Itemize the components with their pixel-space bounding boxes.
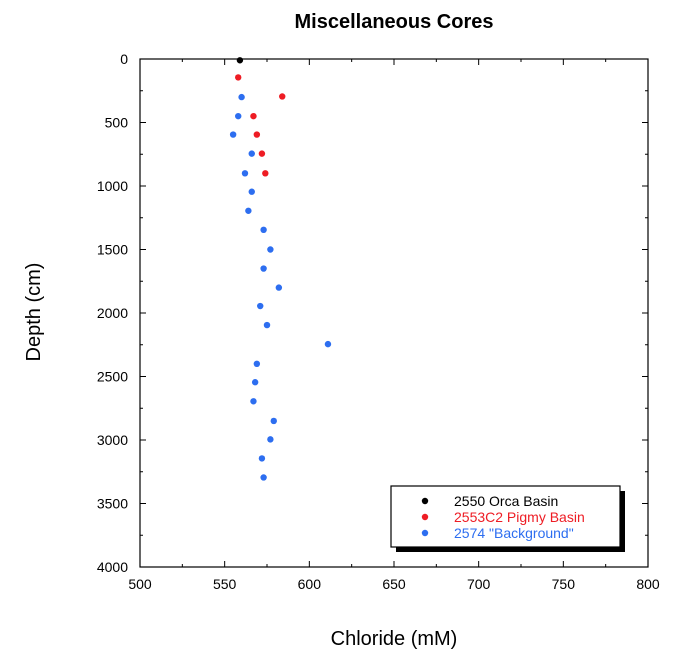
x-axis-label: Chloride (mM): [331, 628, 458, 650]
data-point-series-2: [257, 302, 264, 310]
data-point-series-1: [262, 170, 269, 177]
y-tick-label: 1500: [97, 242, 128, 258]
y-axis-label: Depth (cm): [23, 263, 45, 362]
x-tick-label: 750: [552, 576, 576, 592]
data-point-series-2: [258, 455, 266, 462]
x-tick-label: 550: [213, 576, 237, 592]
legend-box: [390, 485, 621, 548]
x-tick-label: 500: [128, 576, 152, 592]
data-point-series-2: [238, 93, 245, 101]
data-point-series-1: [279, 93, 286, 100]
axis-tick-labels: 500 550 600 650 700 750 800 0 500 1000 1500 2000 250…: [97, 51, 660, 592]
data-point-series-2: [251, 379, 259, 386]
y-tick-label: 1000: [97, 178, 128, 194]
y-tick-label: 3000: [97, 432, 128, 448]
data-point-series-2: [275, 284, 283, 291]
legend-label-1: 2553C2 Pigmy Basin: [454, 509, 585, 525]
data-point-series-2: [263, 321, 271, 329]
legend-marker-2: [421, 529, 429, 537]
data-point-series-2: [245, 207, 252, 214]
x-tick-label: 800: [636, 576, 660, 592]
legend-marker-0: [421, 497, 429, 505]
data-point-series-2: [324, 340, 332, 348]
data-point-series-2: [229, 131, 237, 138]
y-tick-label: 500: [105, 115, 129, 131]
data-point-series-1: [253, 131, 261, 138]
data-point-series-0: [236, 57, 244, 64]
x-tick-label: 600: [298, 576, 322, 592]
data-point-series-2: [260, 265, 267, 272]
data-points: [229, 57, 332, 481]
data-point-series-1: [235, 74, 242, 81]
data-point-series-2: [260, 226, 267, 234]
data-point-series-2: [248, 188, 255, 195]
axis-ticks: [139, 58, 649, 568]
y-tick-label: 2500: [97, 369, 128, 385]
y-tick-label: 2000: [97, 305, 128, 321]
data-point-series-2: [250, 398, 257, 405]
y-tick-label: 0: [120, 51, 128, 67]
data-point-series-1: [258, 150, 266, 157]
data-point-series-2: [267, 246, 274, 253]
legend-label-0: 2550 Orca Basin: [454, 493, 558, 509]
x-tick-label: 700: [467, 576, 491, 592]
data-point-series-2: [270, 417, 277, 425]
legend-label-2: 2574 "Background": [454, 525, 574, 541]
data-point-series-2: [267, 436, 274, 443]
x-tick-label: 650: [382, 576, 406, 592]
data-point-series-2: [253, 360, 261, 367]
chart-title: Miscellaneous Cores: [295, 11, 494, 33]
data-point-series-2: [235, 112, 242, 120]
y-tick-label: 3500: [97, 496, 128, 512]
data-point-series-2: [241, 170, 249, 177]
legend-marker-1: [421, 513, 429, 521]
y-tick-label: 4000: [97, 559, 128, 575]
data-point-series-1: [250, 112, 257, 120]
data-point-series-2: [260, 474, 267, 481]
data-point-series-2: [248, 150, 255, 157]
